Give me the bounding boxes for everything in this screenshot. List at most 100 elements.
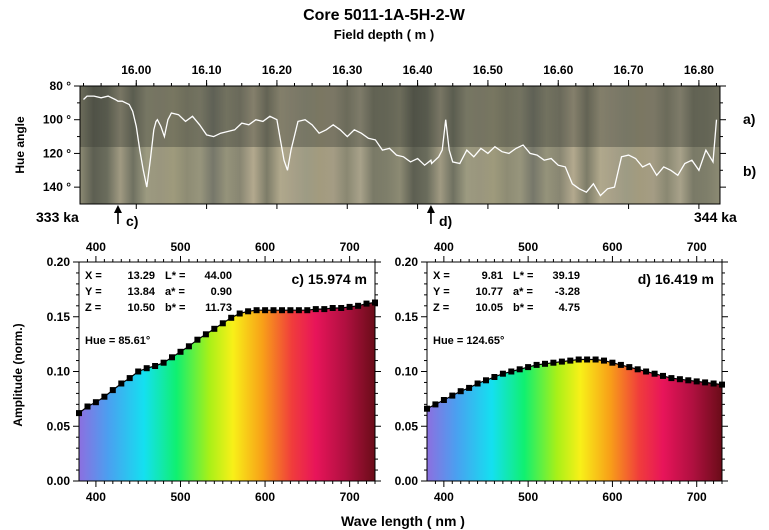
stat-key: Z = <box>433 302 449 314</box>
spectrum-y-axis-label: Amplitude (norm.) <box>11 323 25 426</box>
spectrum-area <box>79 302 375 481</box>
spectrum-point <box>109 387 116 394</box>
wavelength-tick-label-bottom: 400 <box>434 490 454 504</box>
spectrum-point <box>338 305 345 311</box>
spectrum-point <box>185 343 192 350</box>
spectrum-point <box>533 361 540 368</box>
spectrum-point <box>710 380 717 387</box>
core-upper-band <box>80 86 720 147</box>
amplitude-tick-label: 0.05 <box>395 419 419 433</box>
stat-key: X = <box>433 270 450 282</box>
spectrum-point <box>321 306 328 313</box>
panel-label: c) 15.974 m <box>292 271 368 287</box>
wavelength-tick-label-top: 600 <box>602 240 622 254</box>
depth-tick-label: 16.40 <box>403 63 433 77</box>
spectrum-point <box>525 364 532 371</box>
depth-tick-label: 16.60 <box>543 63 573 77</box>
core-image <box>80 86 720 204</box>
hue-profile-axes: 16.00 16.10 16.20 16.30 16.40 16.50 16.60 16.70… <box>43 63 726 209</box>
spectrum-point <box>693 378 700 385</box>
depth-tick-label: 16.20 <box>262 63 292 77</box>
stat-value-lab: 11.73 <box>205 302 232 314</box>
stat-value: 13.84 <box>127 286 155 298</box>
stat-key-lab: L* = <box>513 270 533 282</box>
panel-label: d) 16.419 m <box>638 271 714 287</box>
stat-value: 9.81 <box>482 270 503 282</box>
spectrum-point <box>304 307 311 314</box>
wavelength-tick-label-top: 600 <box>255 240 275 254</box>
wavelength-tick-label-bottom: 500 <box>170 490 190 504</box>
spectrum-point <box>601 357 607 364</box>
stat-value-lab: -3.28 <box>555 286 580 298</box>
wavelength-tick-label-bottom: 700 <box>687 490 707 504</box>
depth-tick-label: 16.50 <box>473 63 503 77</box>
spectrum-point <box>440 397 447 403</box>
depth-tick-label: 16.80 <box>684 63 714 77</box>
spectrum-point <box>483 377 489 384</box>
spectrum-point <box>177 348 184 355</box>
wavelength-tick-label-top: 400 <box>434 240 454 254</box>
depth-tick-label: 16.10 <box>192 63 222 77</box>
hue-value: Hue = 85.61° <box>85 335 150 347</box>
spectrum-point <box>676 376 683 383</box>
depth-markers: c) d) <box>113 205 452 229</box>
depth-marker-label: d) <box>439 213 452 229</box>
depth-tick-label: 16.70 <box>614 63 644 77</box>
spectrum-point <box>355 302 362 309</box>
spectrum-point <box>194 336 201 343</box>
figure-title: Core 5011-1A-5H-2-W <box>303 7 466 24</box>
spectrum-point <box>287 307 294 314</box>
stat-key-lab: a* = <box>513 286 533 298</box>
spectrum-point <box>363 300 370 307</box>
depth-tick-label: 16.00 <box>121 63 151 77</box>
spectrum-point <box>609 359 616 366</box>
stat-key: Y = <box>433 286 450 298</box>
spectrum-point <box>575 356 582 363</box>
spectrum-point <box>592 356 599 363</box>
spectrum-point <box>92 399 99 406</box>
spectrum-point <box>219 320 226 327</box>
hue-y-axis-label: Hue angle <box>13 116 27 174</box>
spectrum-point <box>516 366 523 373</box>
spectrum-panel-d: 400 400 500 500 600 600 700 700 0.00 0.05 0.10 0.15… <box>395 240 728 504</box>
spectrum-point <box>84 403 91 410</box>
amplitude-tick-label: 0.20 <box>395 255 419 269</box>
spectrum-point <box>346 303 353 310</box>
stat-key: Y = <box>85 286 102 298</box>
spectrum-point <box>295 307 302 314</box>
wavelength-tick-label-bottom: 500 <box>518 490 538 504</box>
spectrum-point <box>228 314 235 321</box>
top-x-axis-label: Field depth ( m ) <box>334 27 434 42</box>
age-label-start: 333 ka <box>36 209 79 225</box>
stat-value-lab: 4.75 <box>559 302 580 314</box>
hue-tick-label: 80 ° <box>50 79 72 93</box>
hue-profile-series <box>83 95 718 197</box>
spectrum-point <box>660 372 666 379</box>
spectrum-point <box>211 325 218 332</box>
spectrum-point <box>270 307 277 314</box>
spectrum-point <box>584 356 591 363</box>
wavelength-tick-label-top: 400 <box>86 240 106 254</box>
spectrum-area <box>427 359 722 481</box>
wavelength-tick-label-bottom: 600 <box>602 490 622 504</box>
stat-key-lab: b* = <box>513 302 533 314</box>
spectrum-point <box>508 368 515 375</box>
spectrum-point <box>617 361 624 368</box>
spectrum-point <box>236 310 243 317</box>
hue-value: Hue = 124.65° <box>433 335 504 347</box>
spectrum-point <box>160 359 167 366</box>
spectrum-point <box>668 375 675 382</box>
spectrum-point <box>118 380 125 387</box>
amplitude-tick-label: 0.20 <box>47 255 71 269</box>
stat-value-lab: 39.19 <box>552 270 580 282</box>
spectrum-point <box>634 366 641 373</box>
depth-marker-arrowhead <box>426 205 435 213</box>
band-label-b: b) <box>743 163 756 179</box>
spectrum-point <box>466 384 473 391</box>
hue-tick-label: 140 ° <box>43 180 71 194</box>
spectrum-point <box>135 368 142 375</box>
depth-marker-arrowhead <box>113 205 122 213</box>
spectrum-point <box>474 380 481 387</box>
spectrum-point <box>152 363 159 369</box>
